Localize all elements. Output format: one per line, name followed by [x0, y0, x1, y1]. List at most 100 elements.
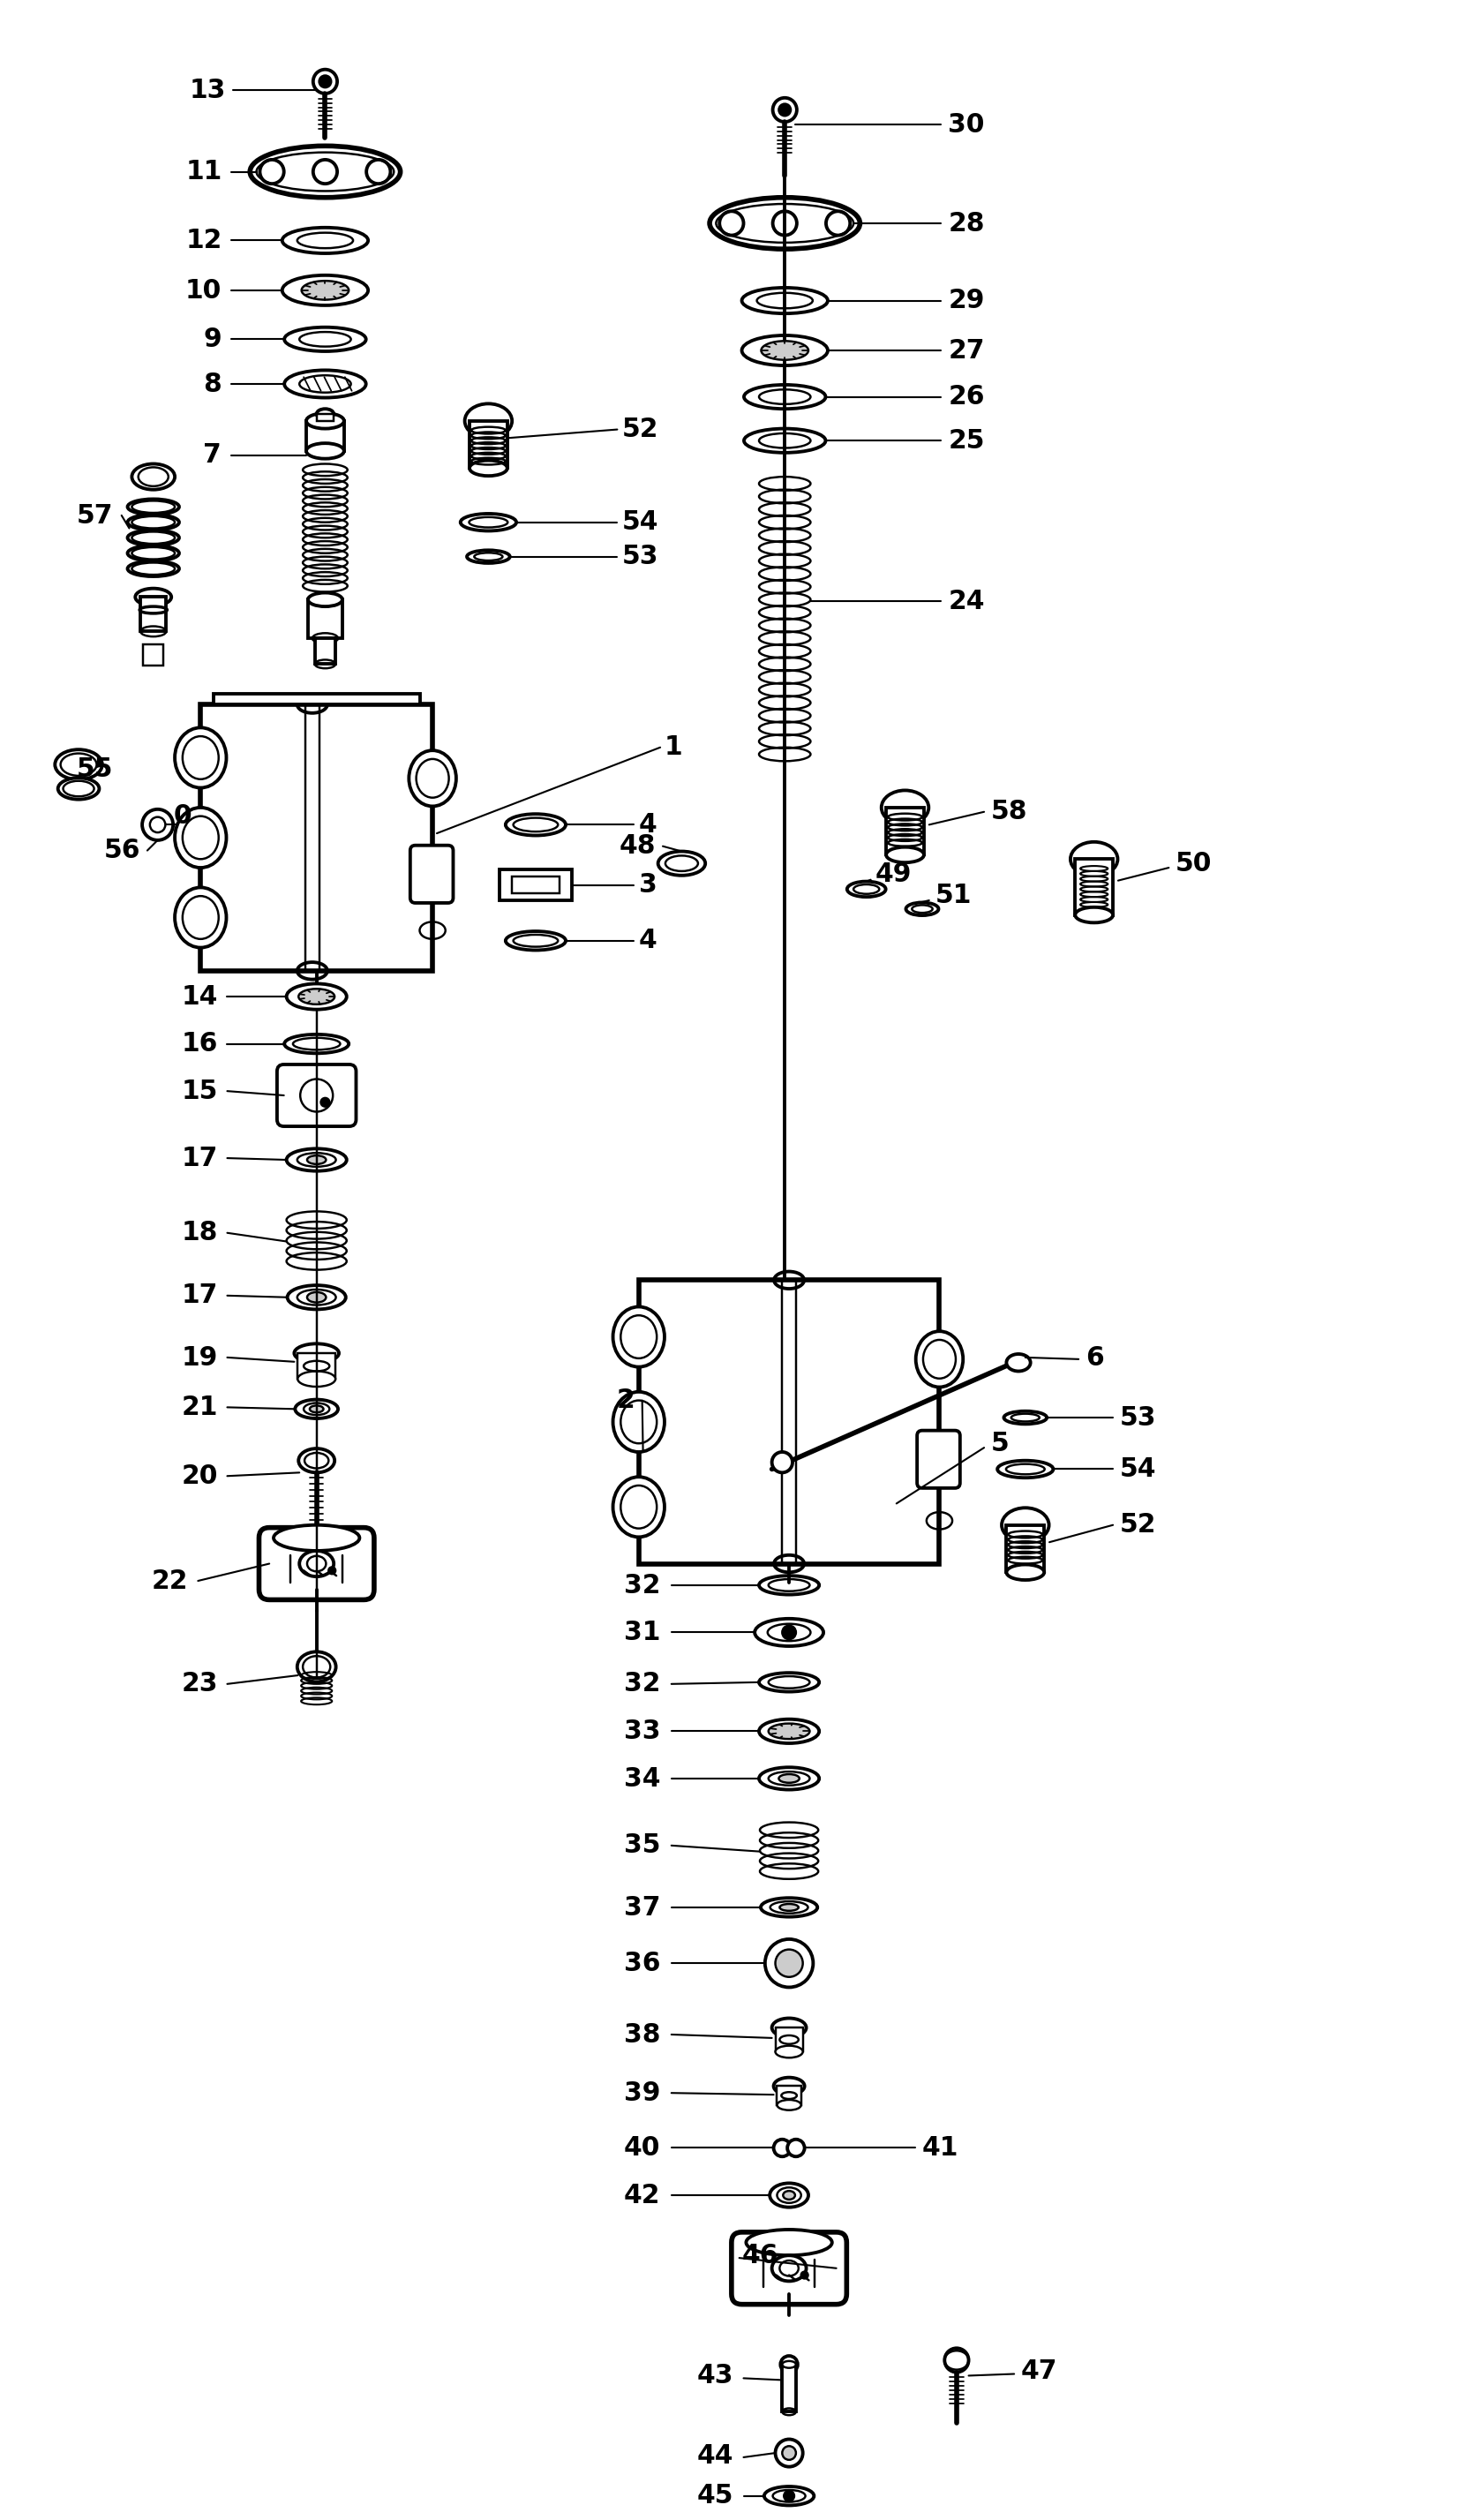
Bar	[469, 421, 507, 469]
Ellipse shape	[309, 1406, 324, 1414]
Ellipse shape	[308, 1157, 325, 1164]
Ellipse shape	[1001, 1507, 1049, 1542]
Bar	[316, 413, 334, 421]
Text: 32: 32	[623, 1572, 659, 1598]
Text: 48: 48	[620, 834, 656, 859]
Text: 30: 30	[948, 111, 984, 139]
Ellipse shape	[59, 779, 100, 799]
Ellipse shape	[658, 852, 705, 874]
Ellipse shape	[308, 592, 343, 607]
Ellipse shape	[760, 340, 809, 360]
Bar	[214, 693, 419, 706]
Text: 40: 40	[624, 2134, 659, 2160]
Ellipse shape	[294, 1343, 338, 1363]
Text: 12: 12	[186, 227, 223, 255]
Ellipse shape	[302, 280, 349, 300]
Text: 4: 4	[639, 811, 656, 837]
Ellipse shape	[1069, 842, 1118, 877]
Text: 32: 32	[623, 1671, 659, 1696]
Text: 26: 26	[948, 383, 984, 411]
Circle shape	[801, 2271, 807, 2278]
Circle shape	[782, 1625, 795, 1641]
Bar	[782, 2364, 795, 2412]
Text: 55: 55	[76, 756, 113, 781]
Text: 17: 17	[182, 1147, 218, 1172]
Circle shape	[787, 2139, 804, 2157]
Text: 35: 35	[623, 1832, 659, 1857]
FancyBboxPatch shape	[259, 1527, 374, 1600]
Ellipse shape	[174, 728, 226, 789]
Ellipse shape	[769, 2182, 809, 2208]
FancyBboxPatch shape	[917, 1431, 960, 1489]
Text: 22: 22	[151, 1567, 188, 1593]
Ellipse shape	[297, 1371, 335, 1386]
Bar	[1006, 1525, 1043, 1572]
Ellipse shape	[127, 547, 179, 562]
FancyBboxPatch shape	[410, 844, 453, 902]
Bar	[201, 706, 432, 970]
Text: 24: 24	[948, 590, 984, 615]
Ellipse shape	[760, 1898, 817, 1918]
Circle shape	[772, 1452, 793, 1472]
Ellipse shape	[135, 590, 171, 605]
Bar	[144, 645, 164, 665]
Text: 51: 51	[935, 882, 971, 907]
Text: 6: 6	[1086, 1346, 1103, 1371]
Text: 43: 43	[696, 2364, 732, 2389]
Text: 25: 25	[948, 428, 984, 454]
Ellipse shape	[464, 403, 511, 438]
Bar	[306, 421, 344, 451]
Ellipse shape	[612, 1477, 664, 1537]
Text: 23: 23	[182, 1671, 218, 1696]
Text: 49: 49	[875, 862, 911, 887]
Text: 29: 29	[948, 287, 984, 312]
Bar	[886, 806, 923, 854]
Ellipse shape	[174, 806, 226, 867]
Text: 8: 8	[202, 370, 221, 396]
Ellipse shape	[132, 464, 174, 489]
Text: 44: 44	[696, 2442, 732, 2470]
Ellipse shape	[916, 1331, 963, 1386]
Circle shape	[778, 103, 791, 116]
Circle shape	[328, 1567, 335, 1575]
Text: 16: 16	[182, 1031, 218, 1056]
Text: 31: 31	[624, 1620, 659, 1646]
Ellipse shape	[308, 1293, 325, 1303]
Text: 34: 34	[623, 1767, 659, 1792]
Text: 54: 54	[621, 509, 658, 534]
Text: 14: 14	[182, 983, 218, 1011]
Circle shape	[782, 2447, 795, 2460]
Ellipse shape	[776, 2099, 801, 2109]
Circle shape	[775, 1950, 803, 1978]
Ellipse shape	[746, 2230, 832, 2255]
Circle shape	[319, 76, 331, 88]
Ellipse shape	[174, 887, 226, 948]
Text: 0: 0	[174, 804, 192, 829]
Circle shape	[774, 2139, 791, 2157]
Ellipse shape	[759, 1767, 819, 1789]
Circle shape	[765, 1940, 813, 1988]
Text: 54: 54	[1119, 1457, 1156, 1482]
Ellipse shape	[612, 1308, 664, 1366]
Ellipse shape	[127, 514, 179, 529]
Bar	[500, 869, 571, 900]
Text: 19: 19	[182, 1346, 218, 1371]
Bar	[776, 2087, 801, 2104]
Text: 18: 18	[182, 1220, 218, 1245]
Text: 17: 17	[182, 1283, 218, 1308]
Ellipse shape	[768, 1724, 809, 1739]
Bar	[308, 600, 343, 638]
Ellipse shape	[306, 413, 344, 428]
Text: 36: 36	[623, 1950, 659, 1976]
Ellipse shape	[774, 2076, 804, 2094]
Ellipse shape	[782, 2190, 794, 2200]
Ellipse shape	[287, 1285, 346, 1310]
Text: 57: 57	[76, 501, 113, 529]
Ellipse shape	[612, 1391, 664, 1452]
Ellipse shape	[775, 2046, 803, 2059]
Ellipse shape	[409, 751, 456, 806]
Ellipse shape	[779, 1905, 798, 1910]
Ellipse shape	[127, 499, 179, 514]
Ellipse shape	[127, 529, 179, 547]
Text: 33: 33	[623, 1719, 659, 1744]
